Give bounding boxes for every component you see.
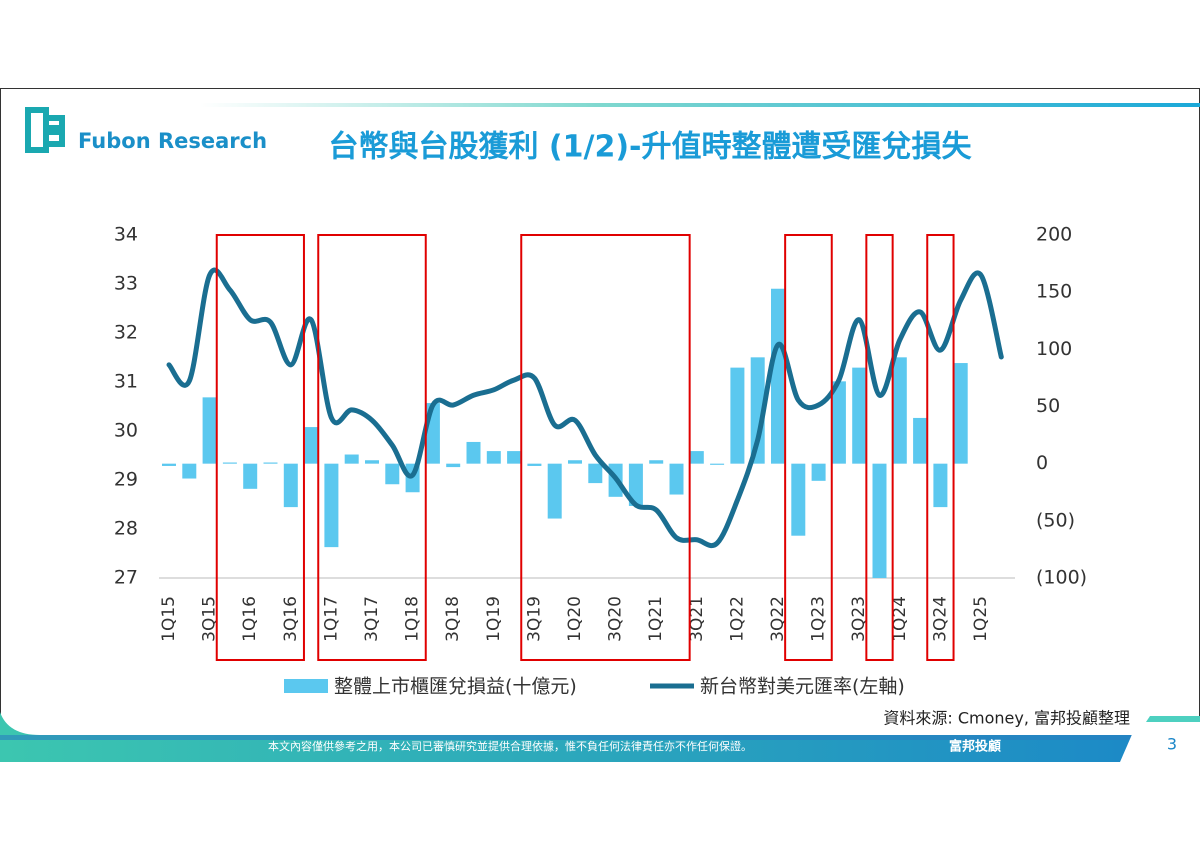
slide-title: 台幣與台股獲利 (1/2)-升值時整體遭受匯兌損失 [328, 130, 972, 165]
bar [811, 463, 826, 481]
x-tick-label: 1Q25 [971, 596, 991, 642]
y-tick-label: 27 [114, 567, 138, 589]
y2-tick-label: 200 [1036, 224, 1072, 246]
logo-text: Fubon Research [78, 129, 267, 153]
footer-notch [1120, 716, 1200, 762]
legend-swatch [284, 679, 328, 693]
bar [791, 463, 806, 536]
y2-tick-label: (50) [1036, 509, 1075, 531]
page-number: 3 [1167, 735, 1177, 754]
bar [365, 460, 379, 464]
legend-label: 整體上市櫃匯兌損益(十億元) [334, 676, 577, 698]
bar [547, 463, 562, 519]
bar [689, 451, 704, 464]
y-tick-label: 31 [114, 371, 138, 393]
highlight-box [926, 234, 955, 661]
legend-label: 新台幣對美元匯率(左軸) [700, 676, 905, 698]
highlight-box [865, 234, 894, 661]
x-tick-label: 1Q21 [646, 596, 666, 642]
x-tick-label: 1Q22 [727, 596, 747, 642]
bar [710, 463, 725, 465]
bar [568, 460, 582, 464]
bar [304, 427, 319, 464]
slide-frame [0, 88, 1200, 762]
x-tick-label: 3Q24 [930, 596, 950, 642]
highlight-box [317, 234, 427, 661]
y-tick-label: 30 [114, 420, 138, 442]
bar [649, 460, 664, 464]
bar [892, 357, 907, 464]
bar [283, 463, 298, 508]
y2-tick-label: 150 [1036, 281, 1072, 303]
y-tick-label: 33 [114, 273, 138, 295]
highlight-box [215, 234, 305, 661]
bar [527, 463, 542, 466]
bar [730, 367, 745, 464]
y2-tick-label: 50 [1036, 395, 1060, 417]
x-tick-label: 3Q17 [362, 596, 382, 642]
bar [588, 463, 603, 484]
y2-tick-label: 0 [1036, 452, 1048, 474]
bar [162, 463, 176, 466]
y-tick-label: 32 [114, 322, 138, 344]
top-rule [200, 103, 1200, 107]
y-tick-label: 34 [114, 224, 138, 246]
x-tick-label: 1Q24 [890, 596, 910, 642]
x-tick-label: 1Q20 [565, 596, 585, 642]
bar [385, 463, 400, 485]
x-tick-label: 3Q16 [281, 596, 301, 642]
bar [933, 463, 948, 508]
highlight-box [784, 234, 833, 661]
x-tick-label: 3Q22 [768, 596, 788, 642]
bar [831, 381, 846, 464]
source-note: 資料來源: Cmoney, 富邦投顧整理 [883, 709, 1130, 728]
bar [243, 463, 258, 489]
x-tick-label: 3Q20 [606, 596, 626, 642]
bar [507, 451, 522, 464]
y-tick-label: 28 [114, 518, 138, 540]
bar [669, 463, 684, 495]
bar [750, 357, 765, 464]
x-tick-label: 3Q18 [443, 596, 463, 642]
bar [466, 441, 481, 464]
highlight-box [520, 234, 691, 661]
footer-brand: 富邦投顧 [949, 739, 1001, 755]
footer-line [0, 735, 1200, 740]
bar [852, 367, 867, 464]
x-tick-label: 3Q15 [200, 596, 220, 642]
footer-accent [1146, 716, 1200, 722]
x-tick-label: 1Q16 [240, 596, 260, 642]
x-tick-label: 3Q23 [849, 596, 869, 642]
bar [446, 463, 461, 468]
y2-tick-label: 100 [1036, 338, 1072, 360]
x-tick-label: 3Q19 [524, 596, 544, 642]
bar [872, 463, 887, 578]
x-tick-label: 1Q19 [484, 596, 504, 642]
bar [222, 462, 237, 464]
line [166, 267, 1004, 549]
bar [771, 288, 785, 464]
bar [263, 462, 278, 464]
x-tick-label: 1Q23 [809, 596, 829, 642]
bar [913, 417, 928, 464]
bar [344, 454, 359, 464]
logo-icon [25, 107, 65, 153]
bar [628, 463, 643, 506]
x-tick-label: 1Q17 [321, 596, 341, 642]
bar [202, 397, 217, 464]
x-tick-label: 1Q18 [403, 596, 423, 642]
x-tick-label: 1Q15 [159, 596, 179, 642]
bar [953, 363, 968, 464]
bar [486, 451, 501, 464]
y-tick-label: 29 [114, 469, 138, 491]
y2-tick-label: (100) [1036, 567, 1087, 589]
disclaimer: 本文內容僅供參考之用，本公司已審慎研究並提供合理依據，惟不負任何法律責任亦不作任… [268, 739, 752, 753]
x-tick-label: 3Q21 [687, 596, 707, 642]
bar [324, 463, 339, 548]
bar [182, 463, 197, 479]
